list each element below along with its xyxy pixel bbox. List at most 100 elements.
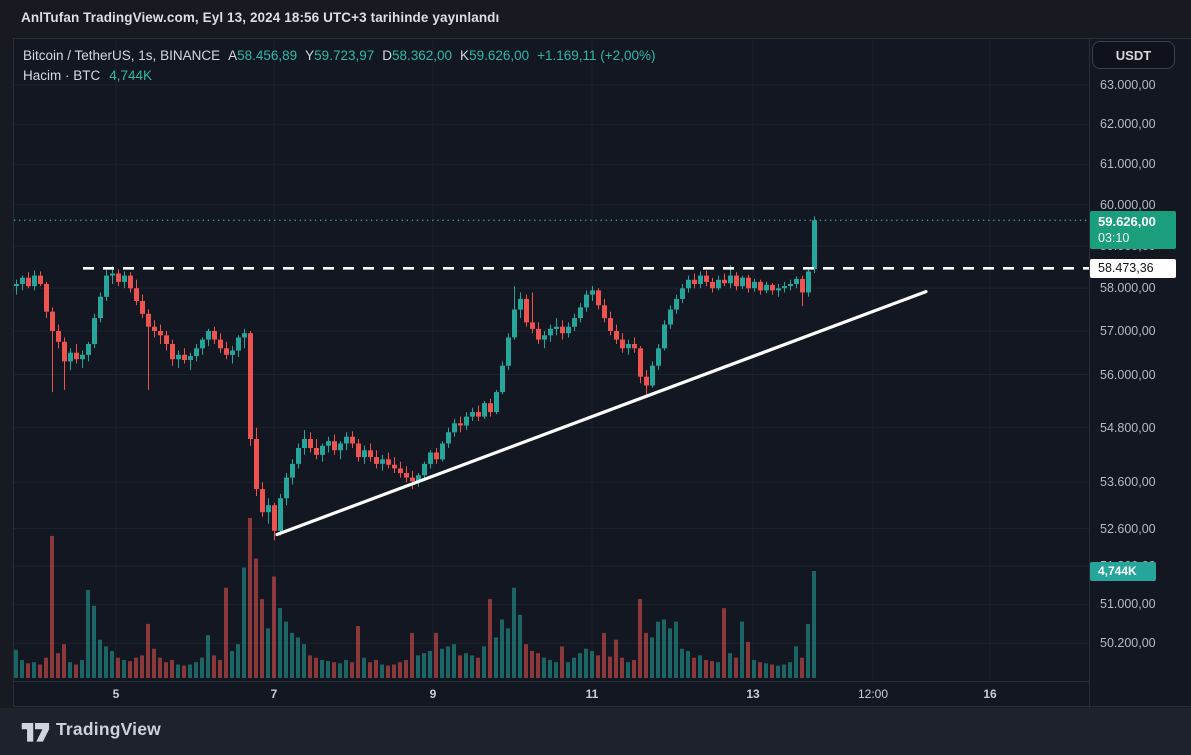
volume-bar: [620, 657, 624, 678]
volume-bar: [668, 628, 672, 678]
last-price-badge: 59.626,00 03:10: [1090, 211, 1176, 250]
candle-body: [566, 326, 571, 334]
volume-bar: [566, 662, 570, 678]
candle-body: [92, 318, 97, 344]
candle-body: [290, 463, 295, 478]
candle-body: [578, 307, 583, 319]
price-tick-label: 61.000,00: [1100, 157, 1156, 172]
volume-bar: [560, 646, 564, 678]
candle-body: [704, 275, 709, 282]
chart-frame: Bitcoin / TetherUS, 1s, BINANCE A58.456,8…: [13, 38, 1191, 708]
candle-body: [224, 348, 229, 355]
volume-bar: [122, 660, 126, 678]
candle-body: [116, 273, 121, 282]
volume-label: Hacim · BTC: [23, 68, 101, 83]
volume-bar: [332, 662, 336, 678]
volume-bar: [374, 660, 378, 678]
candle-body: [458, 423, 463, 426]
candle-body: [794, 278, 799, 284]
volume-bar: [104, 646, 108, 678]
candle-body: [38, 275, 43, 284]
volume-bar: [302, 644, 306, 678]
tradingview-logo-icon[interactable]: [20, 719, 50, 743]
candle-body: [266, 505, 271, 513]
attribution-bar: AnlTufan TradingView.com, Eyl 13, 2024 1…: [0, 0, 1191, 38]
volume-bar: [242, 567, 246, 678]
candle-body: [686, 279, 691, 289]
candle-body: [638, 348, 643, 377]
candle-body: [356, 443, 361, 458]
volume-bars: [14, 517, 816, 678]
candle-body: [494, 392, 499, 413]
candle-body: [668, 309, 673, 325]
candle-body: [170, 344, 175, 360]
volume-bar: [260, 599, 264, 678]
price-axis[interactable]: 50.200,0051.000,0051.800,0052.600,0053.6…: [1089, 39, 1191, 708]
time-tick-label: 13: [746, 687, 760, 701]
volume-bar: [764, 663, 768, 678]
candle-body: [788, 284, 793, 287]
volume-bar: [128, 661, 132, 678]
candle-body: [536, 328, 541, 340]
volume-bar: [380, 664, 384, 678]
candle-body: [416, 475, 421, 482]
candle-body: [278, 498, 283, 531]
time-axis[interactable]: 5 7 9 11 13 12:00 16: [14, 681, 1089, 708]
currency-toggle-button[interactable]: USDT: [1092, 41, 1175, 69]
candle-body: [776, 288, 781, 291]
candle-body: [404, 473, 409, 478]
volume-bar: [662, 619, 666, 678]
chart-canvas[interactable]: Bitcoin / TetherUS, 1s, BINANCE A58.456,8…: [14, 39, 1089, 681]
candle-body: [122, 275, 127, 282]
volume-bar: [638, 599, 642, 678]
candle-body: [644, 376, 649, 386]
volume-bar: [806, 623, 810, 678]
open-label: A: [228, 48, 238, 63]
volume-bar: [734, 657, 738, 678]
candle-body: [332, 441, 337, 451]
candle-body: [386, 459, 391, 465]
candle-body: [128, 275, 133, 289]
candle-body: [296, 448, 301, 464]
volume-bar: [116, 657, 120, 678]
candle-body: [602, 305, 607, 319]
candle-body: [230, 350, 235, 355]
low-label: D: [382, 48, 392, 63]
volume-bar: [200, 657, 204, 678]
candle-body: [782, 286, 787, 289]
candle-body: [338, 443, 343, 451]
price-tick-label: 54.800,00: [1100, 420, 1156, 435]
volume-bar: [176, 664, 180, 678]
candle-body: [770, 284, 775, 291]
trendline[interactable]: [275, 290, 928, 537]
tradingview-brand[interactable]: TradingView: [56, 719, 161, 739]
candle-body: [14, 284, 19, 287]
volume-bar: [590, 650, 594, 678]
volume-bar: [602, 632, 606, 678]
candle-body: [680, 288, 685, 299]
change-value: +1.169,11 (+2,00%): [537, 48, 656, 63]
close-value: 59.626,00: [469, 48, 530, 63]
price-tick-label: 53.600,00: [1100, 475, 1156, 490]
legend-symbol-row: Bitcoin / TetherUS, 1s, BINANCE A58.456,8…: [23, 46, 655, 66]
candle-body: [584, 294, 589, 308]
price-chart[interactable]: [14, 39, 1089, 681]
candle-body: [110, 273, 115, 276]
candle-body: [158, 331, 163, 336]
candle-body: [626, 344, 631, 349]
chart-legend: Bitcoin / TetherUS, 1s, BINANCE A58.456,8…: [23, 46, 655, 86]
volume-bar: [422, 653, 426, 678]
volume-bar: [92, 605, 96, 678]
volume-bar: [746, 641, 750, 678]
candle-body: [434, 452, 439, 460]
volume-bar: [86, 590, 90, 678]
time-tick-label: 5: [112, 687, 120, 701]
volume-bar: [770, 664, 774, 678]
candle-body: [218, 339, 223, 349]
volume-bar: [416, 655, 420, 678]
volume-bar: [578, 653, 582, 678]
bar-countdown: 03:10: [1098, 231, 1130, 246]
price-tick-label: 58.000,00: [1100, 281, 1156, 296]
volume-bar: [74, 664, 78, 678]
